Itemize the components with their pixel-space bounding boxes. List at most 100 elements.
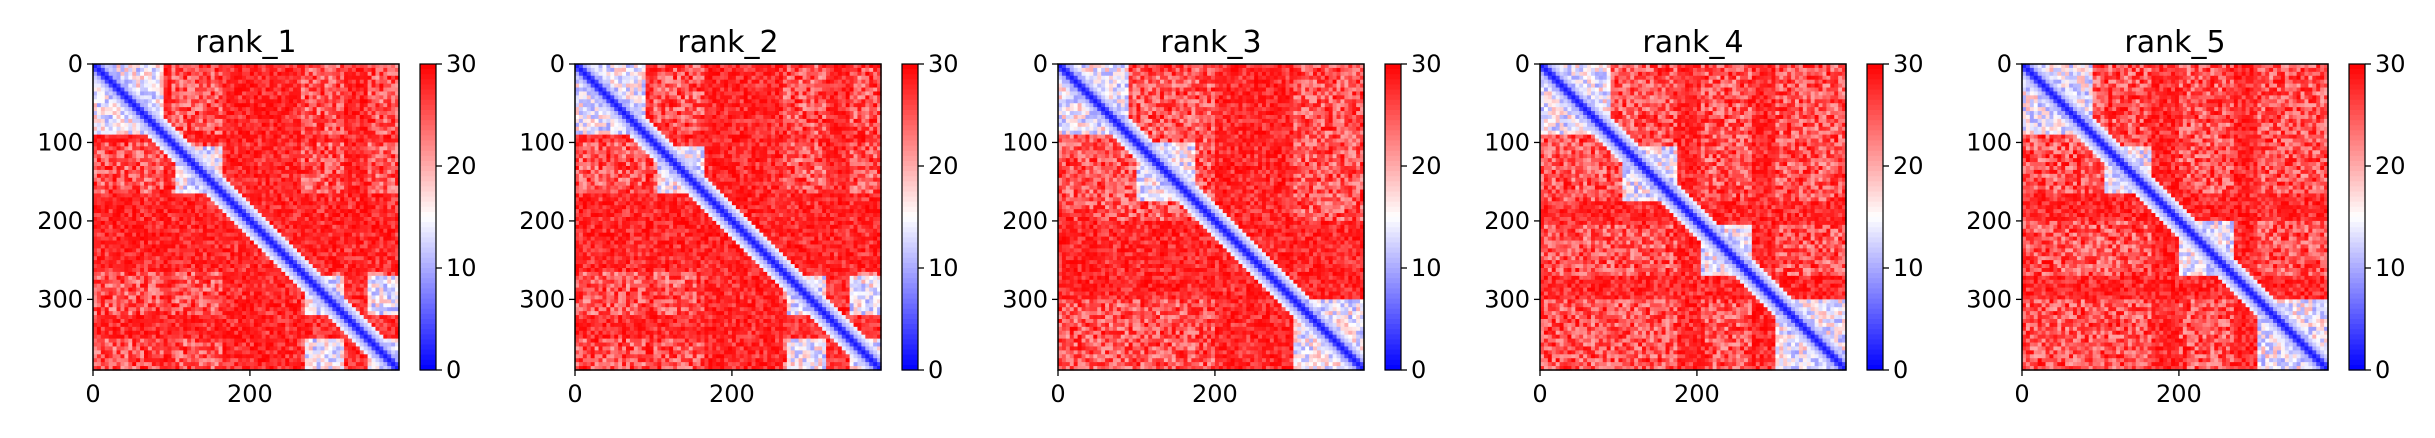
heatmap-cell bbox=[308, 99, 314, 104]
heatmap-cell bbox=[124, 197, 129, 202]
heatmap-cell bbox=[300, 185, 306, 191]
heatmap-cell bbox=[297, 115, 302, 120]
heatmap-cell bbox=[198, 67, 204, 73]
heatmap-cell bbox=[265, 205, 271, 210]
heatmap-cell bbox=[273, 79, 278, 85]
heatmap-cell bbox=[120, 150, 125, 155]
heatmap-cell bbox=[289, 185, 294, 191]
heatmap-cell bbox=[234, 177, 239, 183]
heatmap-cell bbox=[132, 150, 137, 155]
heatmap-cell bbox=[124, 177, 129, 183]
heatmap-cell bbox=[104, 236, 110, 242]
heatmap-cell bbox=[183, 256, 188, 261]
heatmap-cell bbox=[285, 311, 290, 316]
heatmap-cell bbox=[300, 75, 306, 81]
heatmap-cell bbox=[112, 158, 118, 163]
heatmap-cell bbox=[367, 311, 373, 316]
heatmap-cell bbox=[171, 307, 176, 312]
heatmap-cell bbox=[234, 224, 239, 230]
heatmap-cell bbox=[120, 209, 125, 214]
heatmap-cell bbox=[159, 103, 165, 108]
heatmap-cell bbox=[128, 95, 133, 100]
heatmap-cell bbox=[285, 118, 290, 124]
heatmap-cell bbox=[120, 67, 125, 73]
heatmap-cell bbox=[104, 111, 110, 116]
heatmap-cell bbox=[355, 197, 361, 202]
heatmap-cell bbox=[163, 181, 169, 187]
heatmap-cell bbox=[320, 75, 326, 81]
heatmap-cell bbox=[214, 228, 220, 234]
heatmap-cell bbox=[210, 99, 216, 104]
heatmap-cell bbox=[100, 283, 106, 289]
heatmap-cell bbox=[265, 213, 271, 218]
heatmap-cell bbox=[253, 150, 259, 155]
heatmap-cell bbox=[289, 64, 294, 69]
heatmap-cell bbox=[269, 79, 275, 85]
heatmap-cell bbox=[104, 279, 110, 285]
heatmap-cell bbox=[285, 99, 290, 104]
heatmap-cell bbox=[206, 71, 212, 77]
heatmap-cell bbox=[210, 213, 216, 218]
heatmap-cell bbox=[363, 126, 369, 132]
heatmap-cell bbox=[112, 99, 118, 104]
heatmap-cell bbox=[293, 268, 298, 273]
heatmap-cell bbox=[96, 236, 102, 242]
heatmap-cell bbox=[112, 118, 118, 124]
heatmap-cell bbox=[175, 236, 180, 242]
heatmap-cell bbox=[261, 107, 267, 112]
heatmap-cell bbox=[242, 256, 247, 261]
heatmap-cell bbox=[234, 166, 239, 171]
heatmap-cell bbox=[261, 291, 267, 297]
heatmap-cell bbox=[163, 154, 169, 159]
heatmap-cell bbox=[351, 91, 357, 96]
heatmap-cell bbox=[108, 162, 114, 167]
heatmap-cell bbox=[238, 158, 243, 163]
heatmap-cell bbox=[293, 118, 298, 124]
heatmap-cell bbox=[112, 71, 118, 77]
heatmap-cell bbox=[316, 130, 322, 136]
heatmap-cell bbox=[293, 260, 298, 265]
heatmap-cell bbox=[297, 142, 302, 147]
heatmap-cell bbox=[206, 181, 212, 187]
heatmap-cell bbox=[300, 252, 306, 257]
heatmap-cell bbox=[308, 228, 314, 234]
heatmap-cell bbox=[249, 256, 255, 261]
heatmap-cell bbox=[195, 126, 200, 132]
heatmap-cell bbox=[144, 291, 149, 297]
heatmap-cell bbox=[324, 154, 329, 159]
heatmap-cell bbox=[198, 122, 204, 128]
heatmap-cell bbox=[277, 295, 282, 300]
heatmap-cell bbox=[344, 189, 349, 195]
heatmap-cell bbox=[238, 138, 243, 144]
heatmap-cell bbox=[116, 71, 122, 77]
heatmap-cell bbox=[363, 130, 369, 136]
heatmap-cell bbox=[246, 130, 251, 136]
heatmap-cell bbox=[206, 107, 212, 112]
heatmap-cell bbox=[336, 122, 341, 128]
heatmap-cell bbox=[151, 150, 157, 155]
heatmap-cell bbox=[379, 181, 384, 187]
heatmap-cell bbox=[144, 240, 149, 246]
heatmap-cell bbox=[171, 79, 176, 85]
heatmap-cell bbox=[281, 146, 286, 151]
heatmap-cell bbox=[304, 244, 310, 249]
heatmap-cell bbox=[202, 107, 208, 112]
heatmap-cell bbox=[359, 118, 365, 124]
heatmap-cell bbox=[179, 213, 184, 218]
heatmap-cell bbox=[265, 217, 271, 222]
heatmap-cell bbox=[104, 248, 110, 253]
heatmap-cell bbox=[234, 201, 239, 206]
heatmap-cell bbox=[136, 275, 141, 281]
heatmap-cell bbox=[187, 228, 192, 234]
heatmap-cell bbox=[289, 67, 294, 73]
heatmap-cell bbox=[195, 177, 200, 183]
heatmap-cell bbox=[104, 95, 110, 100]
heatmap-cell bbox=[285, 209, 290, 214]
heatmap-cell bbox=[371, 279, 377, 285]
heatmap-cell bbox=[210, 87, 216, 93]
heatmap-cell bbox=[175, 283, 180, 289]
heatmap-cell bbox=[324, 287, 329, 293]
heatmap-cell bbox=[304, 162, 310, 167]
heatmap-cell bbox=[320, 193, 326, 198]
heatmap-cell bbox=[336, 103, 341, 108]
